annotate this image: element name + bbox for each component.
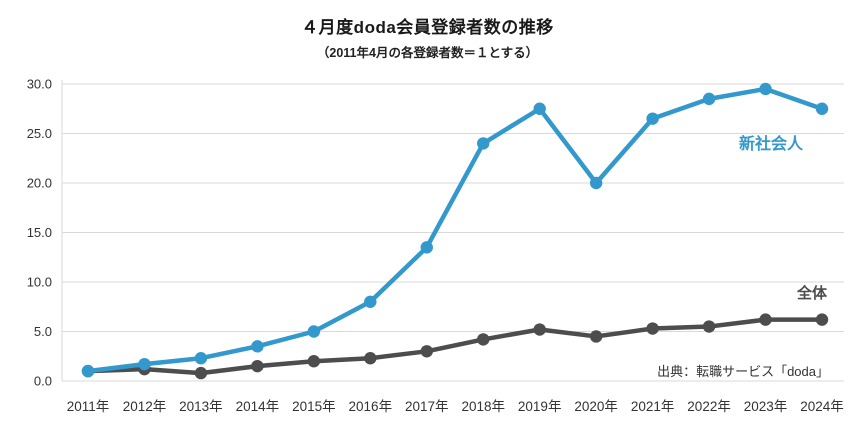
series-label-shinshakaijin: 新社会人	[738, 136, 803, 153]
svg-text:2013年: 2013年	[179, 399, 223, 414]
svg-text:2024年: 2024年	[800, 399, 844, 414]
x-axis-labels: 2011年 2012年 2013年 2014年 2015年 2016年 2017年 2018年…	[67, 399, 844, 414]
svg-text:15.0: 15.0	[27, 225, 52, 240]
chart-subtitle: （2011年4月の各登録者数＝１とする）	[316, 46, 539, 60]
svg-text:2020年: 2020年	[574, 399, 618, 414]
chart-title: ４月度doda会員登録者数の推移	[301, 18, 554, 37]
svg-text:30.0: 30.0	[27, 77, 52, 92]
svg-text:2016年: 2016年	[349, 399, 393, 414]
series-0	[81, 82, 829, 378]
svg-text:25.0: 25.0	[27, 126, 52, 141]
svg-text:2018年: 2018年	[461, 399, 505, 414]
series-label-zentai: 全体	[796, 285, 827, 302]
svg-text:2019年: 2019年	[518, 399, 562, 414]
svg-text:2012年: 2012年	[123, 399, 167, 414]
svg-text:2017年: 2017年	[405, 399, 449, 414]
gridlines	[61, 80, 844, 382]
svg-text:20.0: 20.0	[27, 176, 52, 191]
svg-text:2014年: 2014年	[236, 399, 280, 414]
svg-text:2011年: 2011年	[67, 399, 110, 414]
svg-text:2015年: 2015年	[292, 399, 336, 414]
svg-text:0.0: 0.0	[34, 374, 52, 389]
y-axis-labels: 0.0 5.0 10.0 15.0 20.0 25.0 30.0	[27, 77, 52, 389]
svg-text:5.0: 5.0	[34, 324, 52, 339]
source-note: 出典：転職サービス「doda」	[657, 364, 829, 379]
svg-text:2023年: 2023年	[744, 399, 788, 414]
svg-text:2022年: 2022年	[687, 399, 731, 414]
svg-text:2021年: 2021年	[631, 399, 675, 414]
svg-text:10.0: 10.0	[27, 275, 52, 290]
